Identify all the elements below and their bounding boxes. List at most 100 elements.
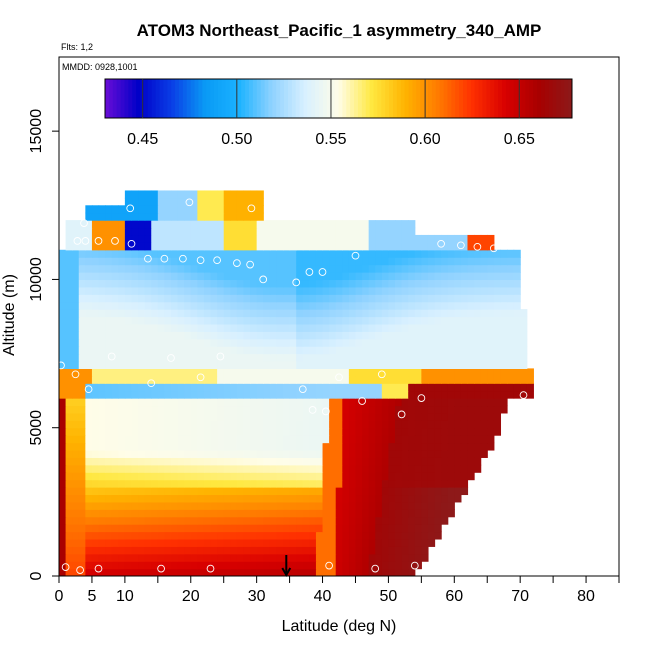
heatmap-cell [184, 257, 192, 266]
heatmap-cell [474, 346, 482, 355]
heatmap-cell [223, 212, 231, 221]
heatmap-cell [184, 353, 192, 362]
heatmap-cell [487, 360, 495, 369]
x-axis-label: Latitude (deg N) [282, 618, 397, 635]
heatmap-cell [138, 487, 146, 496]
heatmap-cell [230, 516, 238, 525]
heatmap-cell [427, 501, 436, 510]
heatmap-cell [269, 405, 278, 414]
heatmap-cell [223, 524, 231, 533]
heatmap-cell [118, 257, 126, 266]
heatmap-cell [184, 346, 192, 355]
heatmap-cell [427, 309, 436, 318]
heatmap-cell [276, 353, 284, 362]
heatmap-cell [368, 531, 376, 540]
heatmap-cell [203, 479, 212, 488]
heatmap-cell [105, 360, 113, 369]
colorbar-swatch [303, 79, 308, 118]
heatmap-cell [78, 427, 86, 436]
heatmap-cell [447, 375, 455, 384]
heatmap-cell [256, 568, 264, 576]
heatmap-cell [171, 249, 179, 258]
heatmap-cell [210, 212, 218, 221]
heatmap-cell [91, 420, 100, 429]
heatmap-cell [111, 524, 119, 533]
heatmap-cell [315, 264, 324, 273]
heatmap-cell [91, 368, 100, 377]
heatmap-cell [447, 316, 455, 325]
heatmap-cell [434, 509, 442, 518]
heatmap-cell [190, 234, 198, 243]
heatmap-cell [309, 524, 317, 533]
heatmap-cell [151, 309, 159, 318]
heatmap-cell [138, 309, 146, 318]
heatmap-cell [157, 190, 166, 199]
heatmap-cell [138, 457, 146, 466]
heatmap-cell [124, 509, 133, 518]
heatmap-cell [427, 316, 436, 325]
heatmap-cell [375, 531, 383, 540]
colorbar-swatch [159, 79, 164, 118]
colorbar-swatch [284, 79, 289, 118]
heatmap-cell [434, 301, 442, 310]
heatmap-cell [217, 561, 225, 570]
heatmap-cell [421, 234, 429, 243]
heatmap-cell [124, 531, 133, 540]
heatmap-cell [111, 516, 119, 525]
heatmap-cell [309, 346, 317, 355]
heatmap-cell [342, 405, 350, 414]
heatmap-cell [342, 272, 350, 281]
heatmap-cell [329, 301, 337, 310]
heatmap-cell [322, 331, 330, 340]
heatmap-cell [78, 249, 86, 258]
heatmap-cell [368, 524, 376, 533]
heatmap-cell [335, 375, 343, 384]
heatmap-cell [283, 279, 291, 288]
colorbar-swatch [525, 79, 530, 118]
heatmap-cell [269, 538, 278, 547]
heatmap-cell [111, 205, 119, 214]
heatmap-cell [434, 516, 442, 525]
heatmap-cell [98, 212, 106, 221]
heatmap-cell [368, 509, 376, 518]
heatmap-cell [59, 524, 67, 533]
heatmap-cell [368, 272, 376, 281]
heatmap-cell [315, 368, 324, 377]
heatmap-cell [342, 561, 350, 570]
heatmap-cell [362, 264, 370, 273]
heatmap-cell [414, 524, 422, 533]
heatmap-cell [362, 242, 370, 251]
heatmap-cell [296, 390, 304, 399]
heatmap-cell [427, 294, 436, 303]
heatmap-cell [421, 390, 429, 399]
heatmap-cell [217, 442, 225, 451]
heatmap-cell [401, 487, 409, 496]
heatmap-cell [296, 405, 304, 414]
heatmap-cell [421, 509, 429, 518]
heatmap-cell [171, 220, 179, 229]
heatmap-cell [236, 531, 245, 540]
heatmap-cell [302, 472, 310, 481]
heatmap-cell [78, 398, 86, 407]
heatmap-cell [223, 472, 231, 481]
heatmap-cell [289, 516, 297, 525]
heatmap-cell [447, 249, 455, 258]
heatmap-cell [500, 338, 508, 347]
heatmap-cell [164, 479, 172, 488]
colorbar-swatch [498, 79, 503, 118]
heatmap-cell [474, 353, 482, 362]
heatmap-cell [256, 301, 264, 310]
heatmap-cell [203, 346, 212, 355]
heatmap-cell [124, 249, 133, 258]
heatmap-cell [493, 338, 502, 347]
heatmap-cell [59, 249, 67, 258]
heatmap-cell [441, 338, 449, 347]
heatmap-cell [322, 383, 330, 392]
heatmap-cell [355, 242, 363, 251]
heatmap-cell [276, 568, 284, 576]
heatmap-cell [197, 375, 205, 384]
heatmap-cell [269, 479, 278, 488]
heatmap-cell [507, 286, 515, 295]
heatmap-cell [447, 234, 455, 243]
heatmap-cell [230, 435, 238, 444]
